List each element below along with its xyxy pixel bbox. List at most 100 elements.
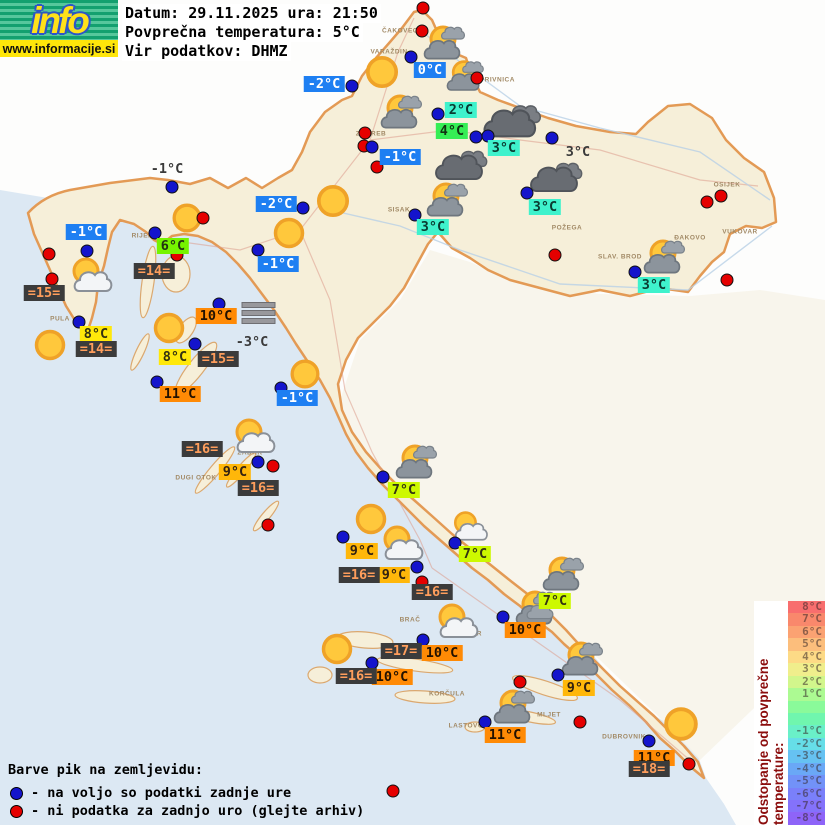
temp-label: -1°C — [379, 149, 421, 165]
temp-label: 10°C — [504, 622, 546, 638]
station-dot-blue[interactable] — [551, 668, 565, 682]
header-source-line: Vir podatkov: DHMZ — [122, 42, 291, 61]
station-dot-blue[interactable] — [404, 50, 418, 64]
temp-label: 3°C — [416, 219, 450, 235]
station-dot-red[interactable] — [261, 518, 275, 532]
sea-temp-label: =14= — [133, 263, 175, 279]
city-label: DUBROVNIK — [602, 733, 646, 741]
station-dot-red[interactable] — [470, 71, 484, 85]
temp-label: -2°C — [303, 76, 345, 92]
station-dot-blue[interactable] — [496, 610, 510, 624]
station-dot-red[interactable] — [714, 189, 728, 203]
dot-legend-text: - na voljo so podatki zadnje ure — [31, 785, 292, 801]
station-dot-blue[interactable] — [545, 131, 559, 145]
temp-label: 9°C — [562, 680, 596, 696]
city-label: PULA — [50, 315, 70, 323]
sea-temp-label: =16= — [237, 480, 279, 496]
scale-band: 5°C — [788, 637, 825, 651]
sea-temp-label: =16= — [338, 567, 380, 583]
temp-label: 0°C — [413, 62, 447, 78]
station-dot-red[interactable] — [416, 1, 430, 15]
station-dot-blue[interactable] — [188, 337, 202, 351]
station-dot-red[interactable] — [548, 248, 562, 262]
station-dot-red[interactable] — [45, 272, 59, 286]
logo-text: info — [31, 0, 90, 41]
station-dot-blue[interactable] — [72, 315, 86, 329]
station-dot-blue[interactable] — [431, 107, 445, 121]
station-dot-blue[interactable] — [410, 560, 424, 574]
sea-temp-label: =15= — [23, 285, 65, 301]
scale-band: -3°C — [788, 749, 825, 763]
temp-label: -1°C — [257, 256, 299, 272]
station-dot-red[interactable] — [266, 459, 280, 473]
station-dot-red[interactable] — [415, 24, 429, 38]
scale-band: -4°C — [788, 762, 825, 776]
temp-label: 3°C — [487, 140, 521, 156]
dot-legend-row: - na voljo so podatki zadnje ure — [8, 784, 364, 802]
station-dot-blue[interactable] — [148, 226, 162, 240]
station-dot-red[interactable] — [42, 247, 56, 261]
station-dot-red[interactable] — [196, 211, 210, 225]
station-dot-blue[interactable] — [469, 130, 483, 144]
station-dot-blue[interactable] — [251, 243, 265, 257]
scale-band: 2°C — [788, 675, 825, 689]
temp-label: 7°C — [387, 482, 421, 498]
station-dot-blue[interactable] — [365, 140, 379, 154]
station-dot-blue[interactable] — [520, 186, 534, 200]
temp-label: 11°C — [484, 727, 526, 743]
station-dot-blue[interactable] — [628, 265, 642, 279]
temp-label: -1°C — [150, 161, 184, 177]
temp-label: 11°C — [159, 386, 201, 402]
temp-label: 7°C — [538, 593, 572, 609]
temp-label: 3°C — [565, 144, 591, 160]
deviation-scale: Odstopanje od povprečne temperature: 8°C… — [754, 600, 825, 825]
scale-band: -5°C — [788, 774, 825, 788]
station-dot-blue[interactable] — [296, 201, 310, 215]
dot-legend-text: - ni podatka za zadnjo uro (glejte arhiv… — [31, 803, 365, 819]
station-dot-blue[interactable] — [150, 375, 164, 389]
station-dot-red[interactable] — [358, 126, 372, 140]
station-dot-red[interactable] — [573, 715, 587, 729]
station-dot-blue[interactable] — [336, 530, 350, 544]
city-label: OSIJEK — [713, 181, 741, 189]
station-dot-red[interactable] — [386, 784, 400, 798]
station-dot-red[interactable] — [720, 273, 734, 287]
city-label: ĐAKOVO — [674, 234, 706, 242]
station-dot-blue[interactable] — [345, 79, 359, 93]
station-dot-blue[interactable] — [165, 180, 179, 194]
station-dot-blue[interactable] — [376, 470, 390, 484]
temp-label: 2°C — [444, 102, 478, 118]
station-dot-red[interactable] — [513, 675, 527, 689]
city-label: VUKOVAR — [722, 228, 758, 236]
sea-temp-label: =14= — [75, 341, 117, 357]
scale-band — [788, 712, 825, 726]
city-label: KORČULA — [429, 690, 465, 698]
scale-band: -2°C — [788, 737, 825, 751]
info-logo[interactable]: info — [0, 0, 118, 40]
station-dot-blue[interactable] — [408, 208, 422, 222]
station-dot-blue[interactable] — [642, 734, 656, 748]
station-dot-blue[interactable] — [80, 244, 94, 258]
scale-band: 7°C — [788, 613, 825, 626]
station-dot-blue[interactable] — [448, 536, 462, 550]
logo-url-link[interactable]: www.informacije.si — [0, 40, 118, 57]
temp-label: -1°C — [276, 390, 318, 406]
sea-temp-label: =16= — [411, 584, 453, 600]
sea-temp-label: =18= — [628, 761, 670, 777]
sea-temp-label: =16= — [335, 668, 377, 684]
sea-temp-label: =17= — [380, 643, 422, 659]
city-label: SLAV. BROD — [597, 253, 643, 261]
temp-label: 4°C — [435, 123, 469, 139]
temp-label: 3°C — [528, 199, 562, 215]
temp-label: -1°C — [65, 224, 107, 240]
scale-band: 8°C — [788, 600, 825, 614]
station-dot-red[interactable] — [682, 757, 696, 771]
temp-label: 10°C — [421, 645, 463, 661]
station-dot-blue[interactable] — [251, 455, 265, 469]
city-label: RIJEKA — [131, 232, 159, 240]
sea-temp-label: =16= — [181, 441, 223, 457]
station-dot-red[interactable] — [700, 195, 714, 209]
temp-label: -3°C — [235, 334, 269, 350]
